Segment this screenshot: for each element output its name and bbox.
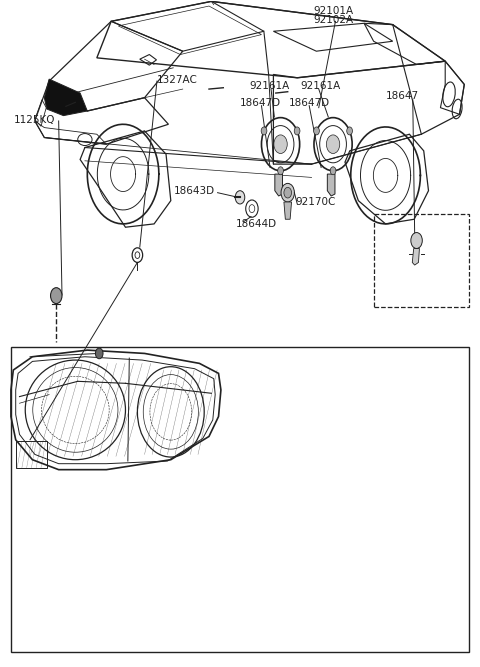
Circle shape	[313, 127, 319, 135]
Text: 18644D: 18644D	[236, 219, 277, 229]
Text: 18643D: 18643D	[174, 186, 215, 196]
Text: 18647: 18647	[386, 91, 419, 101]
Text: 92170C: 92170C	[295, 197, 336, 207]
Polygon shape	[275, 174, 282, 196]
Polygon shape	[44, 79, 87, 115]
Text: 1327AC: 1327AC	[156, 75, 197, 85]
Polygon shape	[327, 174, 335, 196]
Circle shape	[347, 127, 352, 135]
Polygon shape	[412, 249, 420, 265]
Circle shape	[96, 348, 103, 359]
Text: 92101A: 92101A	[313, 7, 353, 17]
Circle shape	[294, 127, 300, 135]
Bar	[16, 441, 47, 468]
Circle shape	[278, 167, 283, 175]
Circle shape	[411, 233, 422, 249]
Text: 1125KQ: 1125KQ	[13, 115, 55, 125]
Polygon shape	[284, 202, 291, 219]
Circle shape	[50, 287, 62, 303]
Circle shape	[326, 135, 340, 153]
Text: 92161A: 92161A	[300, 81, 341, 91]
Bar	[11, 347, 469, 652]
Circle shape	[281, 183, 294, 202]
Circle shape	[274, 135, 287, 153]
Text: 18647D: 18647D	[240, 98, 281, 108]
Circle shape	[330, 167, 336, 175]
Text: 92161A: 92161A	[250, 81, 290, 91]
Circle shape	[235, 191, 245, 204]
Circle shape	[284, 187, 291, 198]
Text: 18647D: 18647D	[288, 98, 330, 108]
Bar	[373, 214, 469, 307]
Circle shape	[261, 127, 267, 135]
Text: 92102A: 92102A	[313, 15, 353, 25]
